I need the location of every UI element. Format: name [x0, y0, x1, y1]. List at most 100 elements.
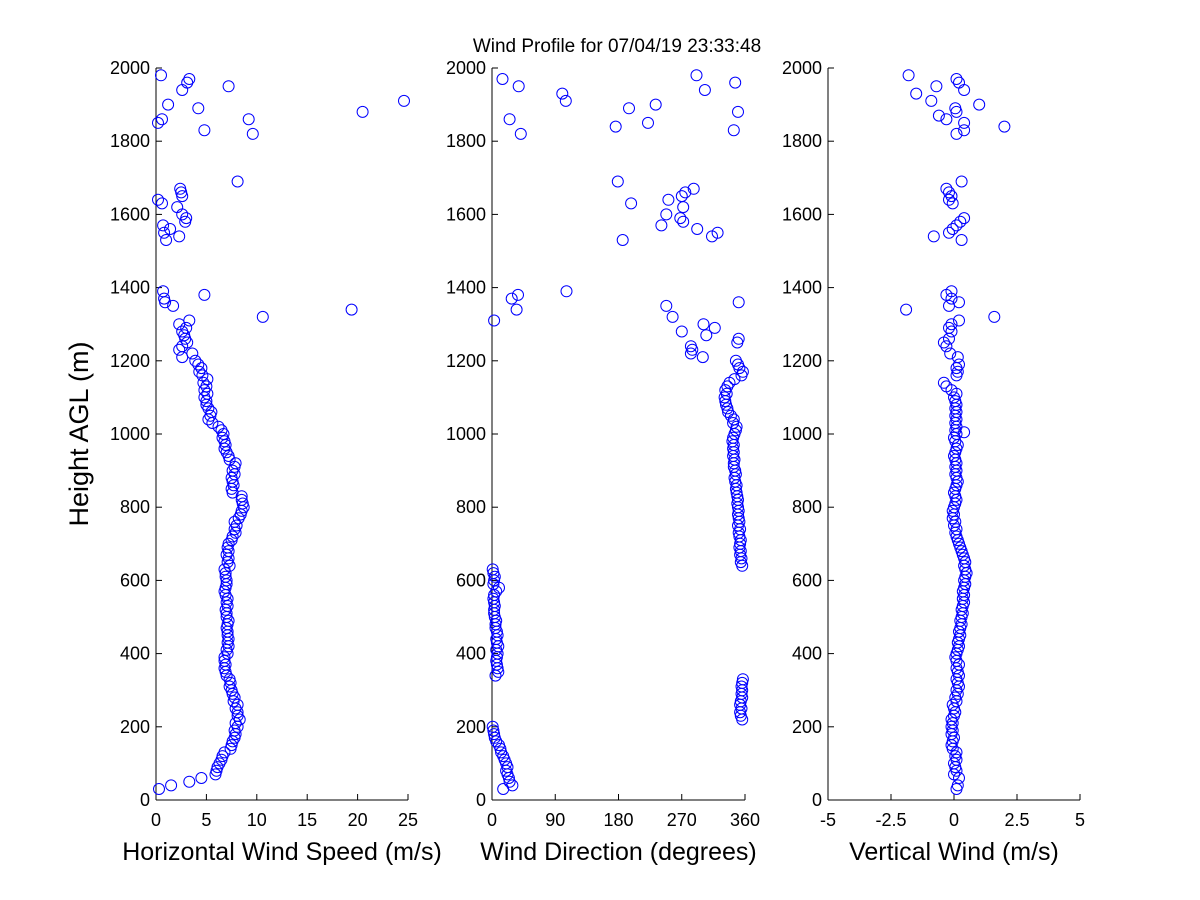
- data-point-marker: [910, 87, 923, 100]
- data-point-marker: [167, 299, 180, 312]
- data-point-marker: [158, 292, 171, 305]
- data-point-marker: [205, 406, 218, 418]
- data-point-marker: [949, 691, 962, 704]
- data-point-marker: [927, 230, 940, 243]
- data-point-marker: [165, 779, 178, 792]
- data-point-marker: [609, 120, 622, 133]
- data-point-marker: [195, 772, 208, 784]
- data-point-marker: [218, 585, 231, 598]
- data-point-marker: [954, 215, 967, 228]
- data-point-marker: [940, 380, 953, 393]
- data-point-marker: [674, 212, 687, 225]
- data-point-marker: [234, 508, 247, 521]
- data-point-marker: [227, 479, 240, 492]
- data-point-marker: [932, 109, 945, 122]
- data-point-marker: [512, 80, 525, 93]
- data-point-marker: [175, 186, 188, 199]
- data-point-marker: [220, 596, 233, 609]
- data-point-marker: [198, 288, 211, 301]
- x-tick-label: 15: [297, 810, 317, 830]
- y-axis-label: Height AGL (m): [64, 341, 94, 526]
- data-point-marker: [662, 193, 675, 206]
- data-point-marker: [153, 783, 165, 795]
- x-tick-label: -2.5: [875, 810, 906, 830]
- data-point-marker: [200, 380, 213, 393]
- data-point-marker: [256, 310, 269, 323]
- data-point-marker: [218, 651, 231, 664]
- data-point-marker: [242, 113, 255, 126]
- data-point-marker: [223, 453, 236, 466]
- data-point-marker: [724, 409, 737, 422]
- data-point-marker: [953, 358, 965, 371]
- data-point-marker: [503, 113, 516, 126]
- y-tick-label: 400: [120, 644, 150, 664]
- data-point-marker: [220, 622, 233, 634]
- data-point-marker: [229, 457, 242, 470]
- y-tick-label: 0: [476, 790, 486, 810]
- data-point-marker: [945, 713, 958, 726]
- data-point-marker: [616, 234, 629, 246]
- data-point-marker: [164, 223, 177, 235]
- data-point-marker: [171, 201, 184, 214]
- data-point-marker: [684, 340, 697, 353]
- data-point-marker: [732, 105, 744, 118]
- data-point-marker: [948, 391, 960, 404]
- data-point-marker: [940, 340, 953, 353]
- y-tick-label: 200: [792, 717, 822, 737]
- data-point-marker: [955, 234, 968, 246]
- data-point-marker: [176, 325, 189, 338]
- data-point-marker: [958, 124, 971, 137]
- data-point-marker: [950, 73, 963, 85]
- y-tick-label: 400: [792, 644, 822, 664]
- data-point-marker: [512, 288, 524, 301]
- data-point-marker: [948, 731, 960, 744]
- y-tick-label: 800: [456, 497, 486, 517]
- data-point-marker: [943, 186, 955, 199]
- data-point-marker: [495, 746, 508, 759]
- data-point-marker: [902, 69, 915, 82]
- data-point-marker: [176, 351, 189, 364]
- x-tick-label: -5: [820, 810, 836, 830]
- data-point-marker: [176, 84, 189, 96]
- data-point-marker: [231, 698, 244, 711]
- data-point-marker: [660, 299, 673, 312]
- data-point-marker: [642, 116, 654, 129]
- y-tick-label: 1400: [782, 278, 822, 298]
- y-tick-label: 200: [456, 717, 486, 737]
- x-axis-label: Horizontal Wind Speed (m/s): [122, 838, 442, 866]
- y-tick-label: 600: [120, 570, 150, 590]
- data-point-marker: [721, 380, 734, 393]
- data-point-marker: [180, 321, 193, 334]
- x-tick-label: 25: [398, 810, 418, 830]
- data-point-marker: [623, 102, 635, 115]
- data-point-marker: [219, 570, 232, 583]
- y-tick-label: 1600: [782, 204, 822, 224]
- data-point-marker: [222, 80, 235, 93]
- data-point-marker: [226, 530, 239, 543]
- data-point-marker: [209, 768, 222, 781]
- data-point-marker: [691, 223, 704, 235]
- data-point-marker: [988, 310, 1001, 323]
- y-tick-label: 800: [120, 497, 150, 517]
- data-point-marker: [943, 299, 955, 312]
- data-point-marker: [940, 182, 953, 195]
- data-point-marker: [732, 296, 745, 309]
- y-tick-label: 1000: [110, 424, 150, 444]
- data-point-marker: [197, 376, 210, 389]
- data-point-marker: [677, 215, 690, 228]
- x-axis-label: Wind Direction (degrees): [480, 838, 757, 866]
- data-point-marker: [158, 226, 171, 239]
- data-point-marker: [660, 208, 673, 221]
- data-point-marker: [345, 303, 358, 316]
- data-point-marker: [155, 69, 167, 82]
- data-point-marker: [226, 687, 239, 700]
- data-point-marker: [487, 724, 500, 737]
- data-point-marker: [958, 116, 971, 129]
- y-tick-label: 0: [812, 790, 822, 810]
- data-point-marker: [943, 193, 955, 206]
- data-point-marker: [727, 124, 740, 137]
- x-axis-label: Vertical Wind (m/s): [849, 838, 1059, 866]
- data-point-marker: [940, 113, 953, 126]
- data-point-marker: [950, 362, 963, 375]
